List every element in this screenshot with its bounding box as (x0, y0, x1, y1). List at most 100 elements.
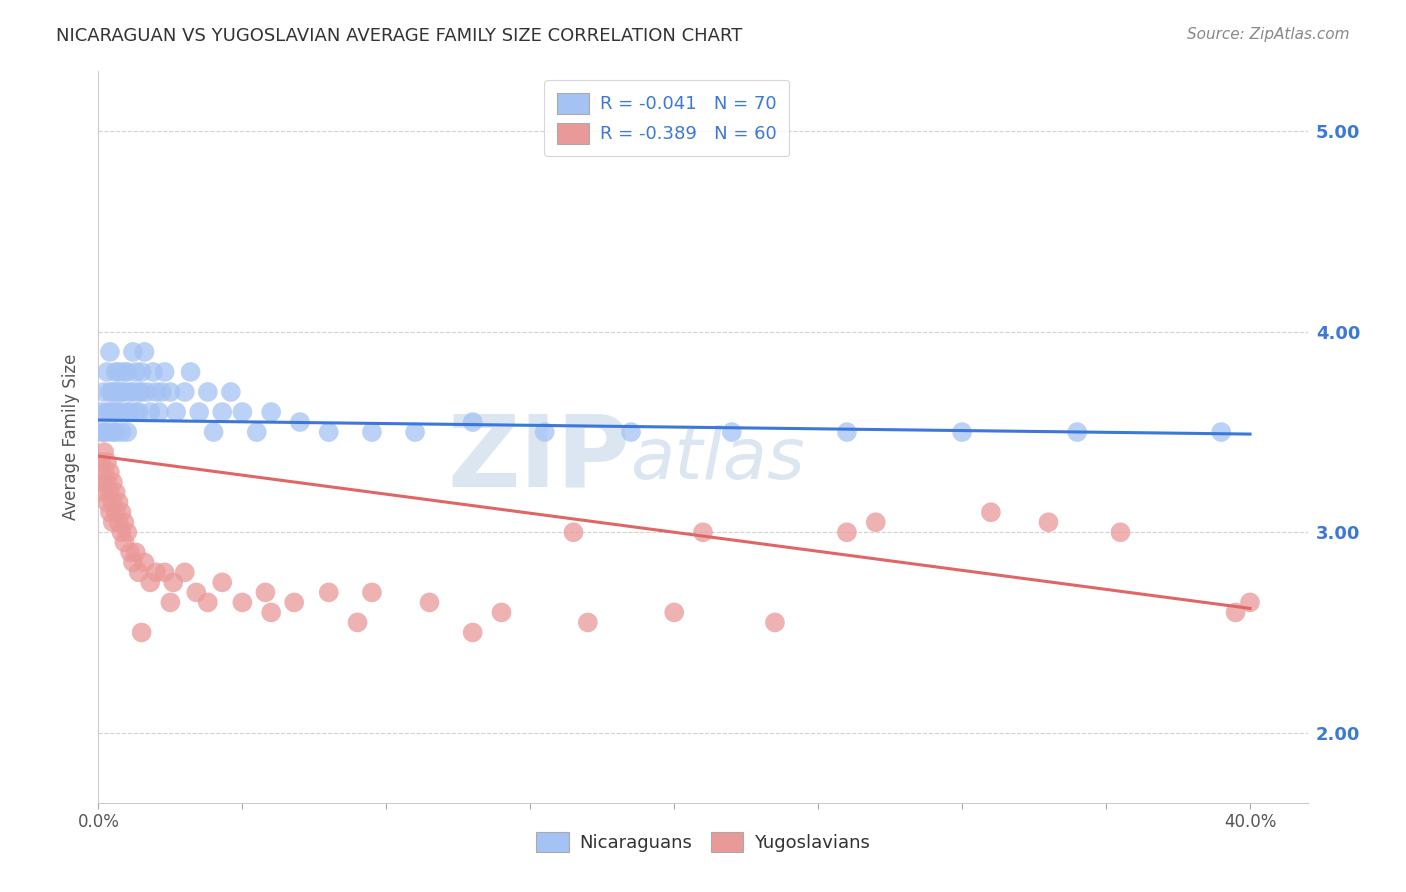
Point (90, 425, 112, 439)
Text: ZIP: ZIP (447, 410, 630, 508)
Point (107, 365, 129, 379)
Point (159, 595, 181, 609)
Point (120, 384, 142, 399)
Point (90, 475, 112, 490)
Point (122, 384, 145, 399)
Point (128, 566, 150, 580)
Point (131, 625, 153, 640)
Point (188, 405, 211, 419)
Point (491, 606, 513, 620)
Point (96, 405, 118, 419)
Point (125, 405, 148, 419)
Point (112, 365, 135, 379)
Point (110, 505, 132, 519)
Point (107, 405, 129, 419)
Legend: Nicaraguans, Yugoslavians: Nicaraguans, Yugoslavians (529, 824, 877, 860)
Point (664, 606, 686, 620)
Text: atlas: atlas (630, 425, 806, 493)
Point (165, 405, 187, 419)
Point (96, 365, 118, 379)
Point (101, 425, 124, 439)
Point (231, 405, 253, 419)
Point (346, 615, 368, 630)
Point (96, 425, 118, 439)
Point (110, 425, 132, 439)
Point (122, 345, 145, 359)
Point (112, 535, 135, 549)
Point (101, 405, 124, 419)
Point (96, 495, 118, 509)
Y-axis label: Average Family Size: Average Family Size (62, 354, 80, 520)
Point (260, 405, 283, 419)
Point (620, 425, 643, 439)
Point (1239, 595, 1261, 609)
Point (418, 595, 440, 609)
Point (101, 384, 124, 399)
Text: NICARAGUAN VS YUGOSLAVIAN AVERAGE FAMILY SIZE CORRELATION CHART: NICARAGUAN VS YUGOSLAVIAN AVERAGE FAMILY… (56, 27, 742, 45)
Point (98, 345, 121, 359)
Point (112, 515, 135, 529)
Point (90, 405, 112, 419)
Point (104, 505, 127, 519)
Point (101, 495, 124, 509)
Point (254, 585, 277, 599)
Point (318, 585, 340, 599)
Point (98, 465, 121, 479)
Point (1109, 525, 1132, 540)
Point (692, 525, 714, 540)
Point (107, 495, 129, 509)
Point (110, 405, 132, 419)
Point (104, 425, 127, 439)
Point (720, 425, 742, 439)
Point (107, 515, 129, 529)
Point (1211, 425, 1233, 439)
Point (125, 545, 148, 559)
Point (134, 555, 156, 569)
Point (96, 455, 118, 469)
Point (835, 425, 858, 439)
Point (180, 365, 202, 379)
Point (162, 575, 184, 590)
Point (148, 405, 170, 419)
Point (115, 405, 138, 419)
Point (93, 384, 115, 399)
Point (93, 485, 115, 500)
Point (122, 555, 145, 569)
Point (219, 384, 242, 399)
Point (404, 425, 426, 439)
Point (145, 384, 167, 399)
Point (211, 405, 233, 419)
Point (159, 384, 181, 399)
Point (90, 455, 112, 469)
Point (576, 615, 599, 630)
Point (115, 425, 138, 439)
Point (260, 606, 283, 620)
Point (101, 475, 124, 490)
Point (93, 445, 115, 459)
Point (110, 384, 132, 399)
Point (142, 365, 165, 379)
Point (145, 566, 167, 580)
Point (128, 384, 150, 399)
Point (120, 545, 142, 559)
Point (128, 405, 150, 419)
Point (950, 425, 973, 439)
Point (96, 475, 118, 490)
Point (246, 425, 269, 439)
Point (104, 485, 127, 500)
Point (202, 425, 225, 439)
Point (136, 384, 159, 399)
Point (104, 405, 127, 419)
Point (231, 595, 253, 609)
Point (763, 615, 786, 630)
Point (197, 384, 219, 399)
Point (197, 595, 219, 609)
Point (562, 525, 585, 540)
Point (115, 365, 138, 379)
Point (107, 384, 129, 399)
Point (153, 365, 176, 379)
Point (93, 465, 115, 479)
Point (1066, 425, 1088, 439)
Point (104, 384, 127, 399)
Point (104, 365, 127, 379)
